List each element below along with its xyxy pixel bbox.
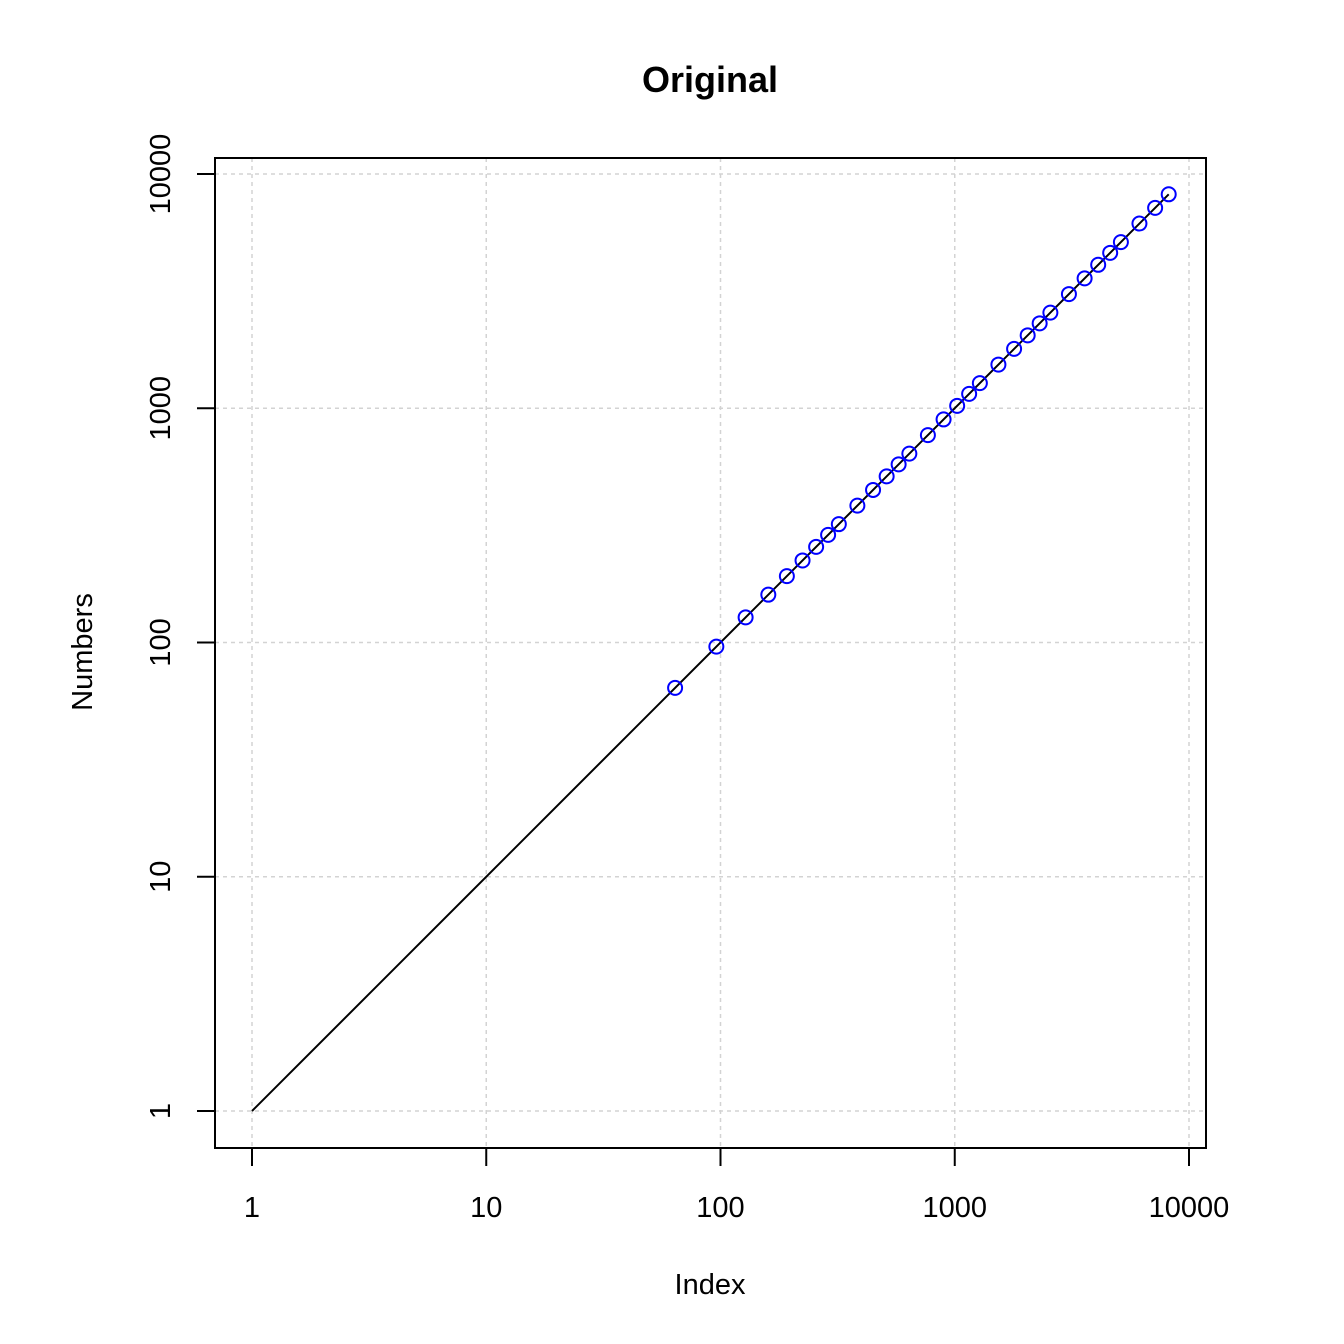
y-tick-label: 1000 (145, 376, 177, 441)
grid (215, 158, 1206, 1148)
data-point (1160, 186, 1177, 203)
y-tick-label: 10000 (145, 134, 177, 215)
data-point (1076, 270, 1093, 287)
chart-title: Original (642, 59, 778, 100)
data-point (878, 468, 895, 485)
x-tick-label: 1 (244, 1192, 260, 1224)
data-point (971, 375, 988, 392)
data-point (961, 385, 978, 402)
x-tick-label: 100 (696, 1192, 744, 1224)
data-point (1060, 286, 1077, 303)
x-axis: 1 10 100 1000 10000 (244, 1147, 1230, 1224)
y-axis: 1 10 100 1000 10000 (145, 134, 216, 1119)
data-point (708, 638, 725, 655)
data-point (1042, 304, 1059, 321)
data-point (849, 497, 866, 514)
data-point (808, 538, 825, 555)
data-point (1102, 244, 1119, 261)
data-point (667, 679, 684, 696)
data-point (778, 568, 795, 585)
x-tick-label: 10 (470, 1192, 502, 1224)
data-point (737, 609, 754, 626)
data-point (1147, 199, 1164, 216)
data-point (830, 516, 847, 533)
data-point (820, 526, 837, 543)
y-tick-label: 10 (145, 861, 177, 893)
data-point (794, 552, 811, 569)
data-point (935, 411, 952, 428)
data-point (1019, 327, 1036, 344)
series-line (251, 193, 1170, 1112)
y-tick-label: 100 (145, 618, 177, 666)
data-point (1031, 315, 1048, 332)
data-point (1112, 234, 1129, 251)
x-axis-label: Index (675, 1269, 746, 1301)
data-point (919, 427, 936, 444)
x-tick-label: 1000 (922, 1192, 987, 1224)
data-point (949, 397, 966, 414)
data-point (1131, 215, 1148, 232)
y-axis-label: Numbers (67, 593, 99, 711)
data-point (1006, 340, 1023, 357)
data-point (990, 356, 1007, 373)
data-point (865, 481, 882, 498)
data-point (760, 586, 777, 603)
y-tick-label: 1 (145, 1103, 177, 1119)
x-tick-label: 10000 (1149, 1192, 1230, 1224)
data-point (1090, 256, 1107, 273)
data-points (667, 186, 1177, 696)
data-point (890, 456, 907, 473)
data-point (901, 445, 918, 462)
